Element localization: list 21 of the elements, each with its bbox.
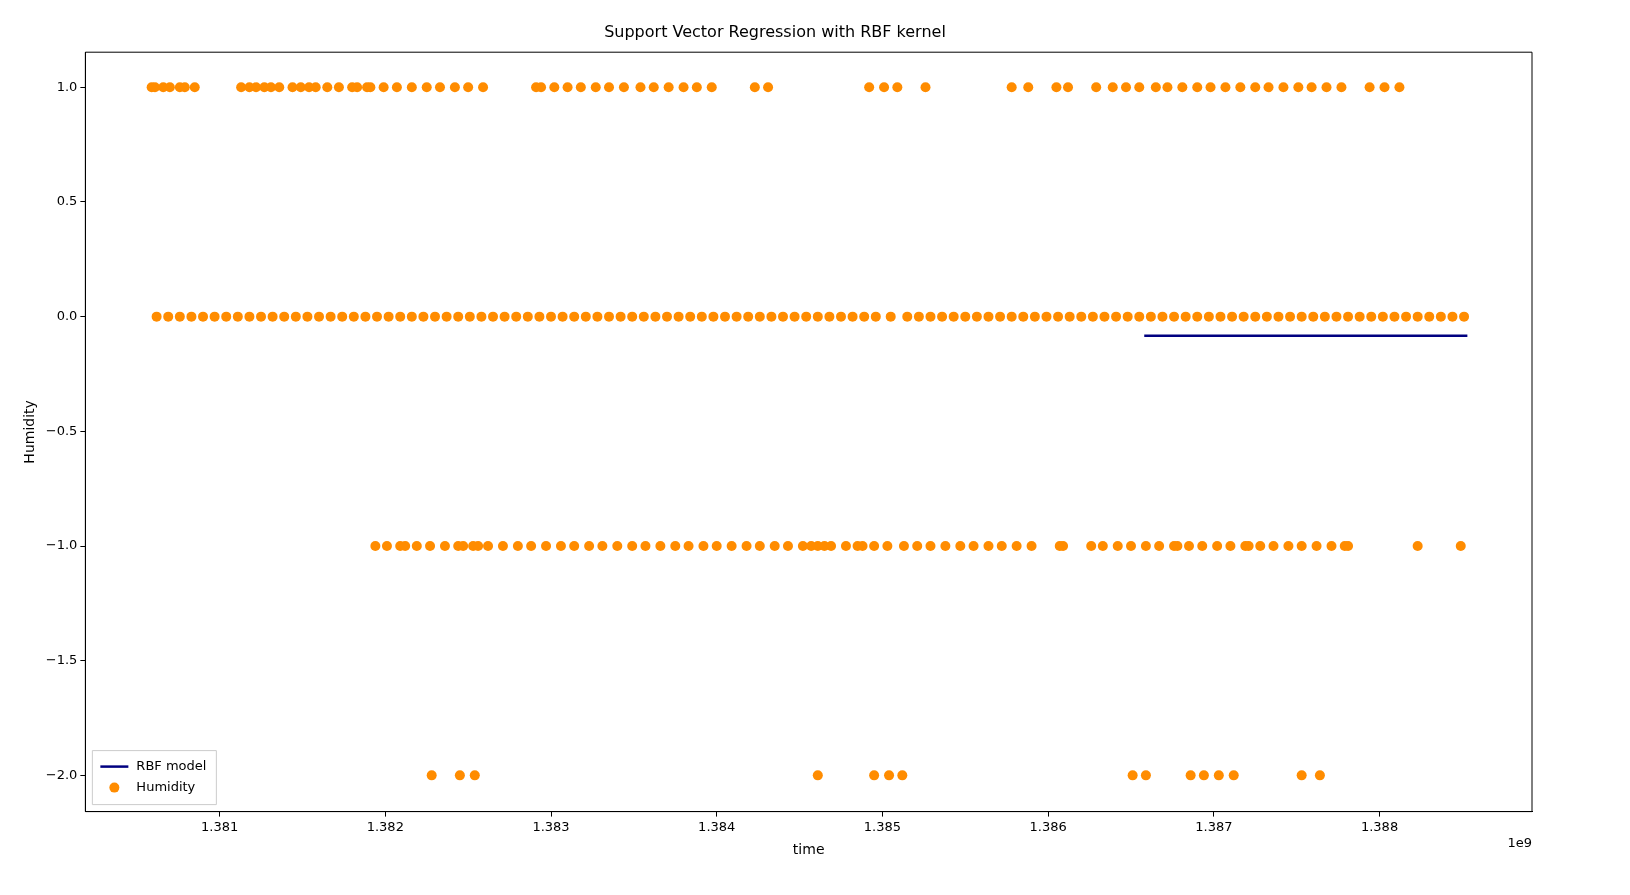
x-tick-label: 1.382 <box>366 818 404 834</box>
x-tick-label: 1.386 <box>1029 818 1067 834</box>
x-tick-label: 1.381 <box>200 818 239 834</box>
x-tick-label: 1.384 <box>698 818 736 834</box>
y-tick-label: −2.0 <box>45 766 78 782</box>
x-axis-title: time <box>792 841 825 858</box>
legend-label: Humidity <box>136 778 196 794</box>
x-tick-label: 1.383 <box>532 818 570 834</box>
y-tick-label: −1.5 <box>45 652 78 668</box>
y-tick-label: −0.5 <box>45 422 78 438</box>
y-tick-label: 0.5 <box>56 193 78 209</box>
y-tick-label: −1.0 <box>45 537 78 553</box>
x-tick-label: 1.388 <box>1360 818 1399 834</box>
chart-title: Support Vector Regression with RBF kernel <box>604 21 946 41</box>
legend-label: RBF model <box>136 757 207 773</box>
y-tick-label: 1.0 <box>56 78 78 94</box>
x-tick-label: 1.387 <box>1195 818 1233 834</box>
text: 1e9 <box>1507 835 1532 851</box>
y-tick-label: 0.0 <box>56 308 78 324</box>
y-axis-title: Humidity <box>21 400 38 464</box>
x-tick-label: 1.385 <box>863 818 902 834</box>
